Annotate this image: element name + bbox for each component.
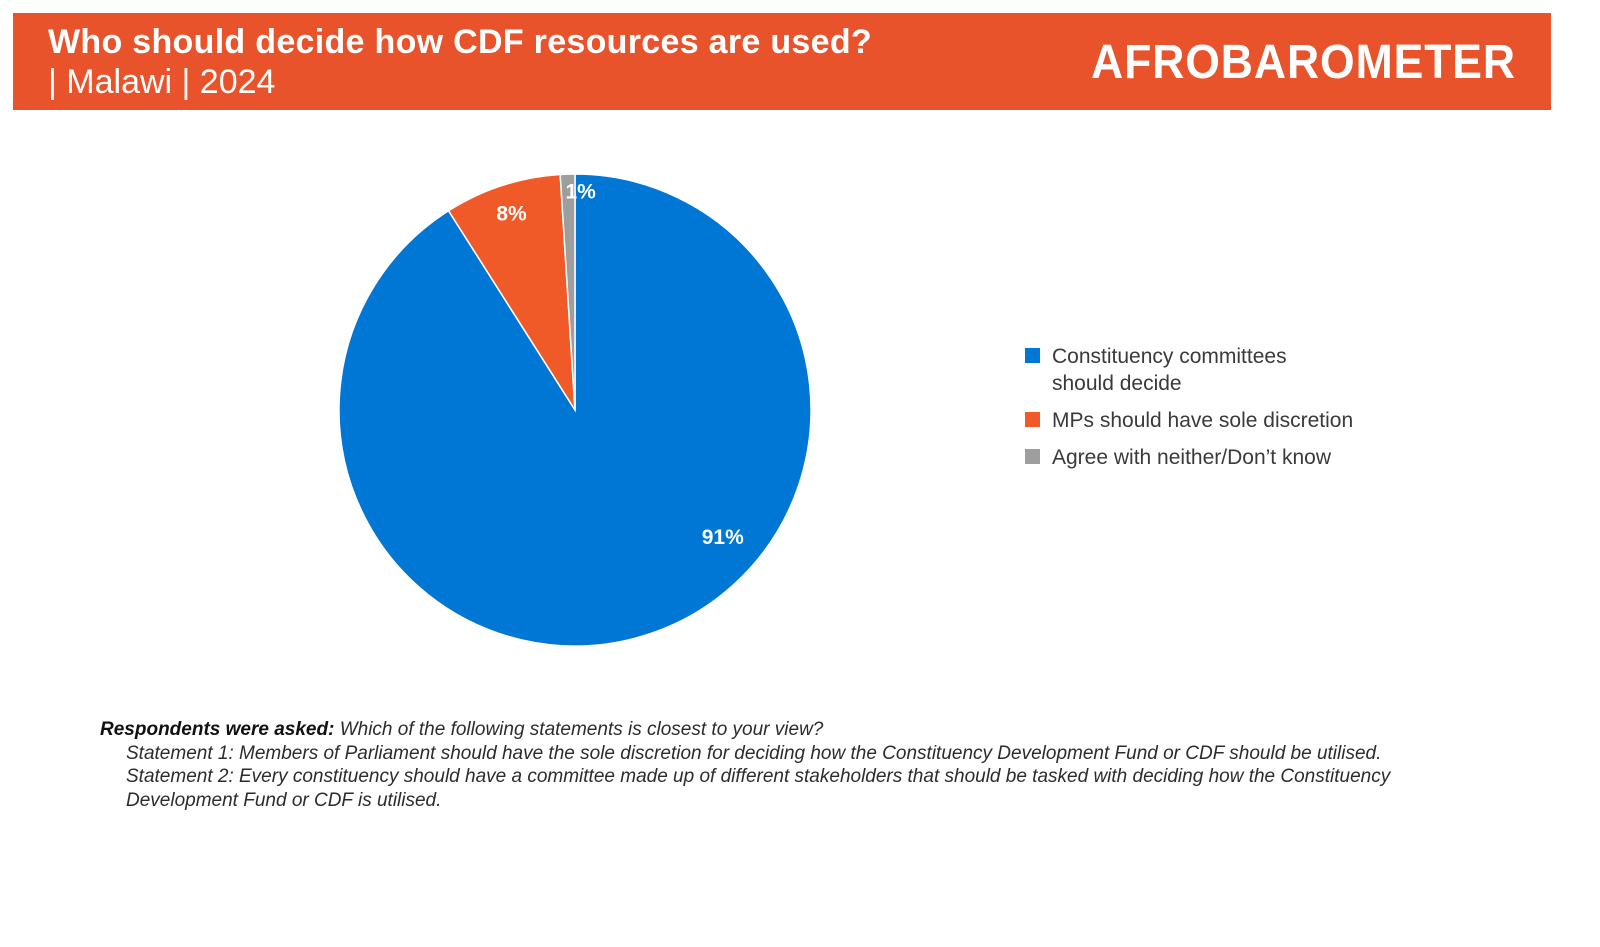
legend-label-mps: MPs should have sole discretion [1052, 409, 1354, 432]
svg-text:AFROBAROMETER: AFROBAROMETER [1091, 36, 1516, 89]
chart-subtitle: | Malawi | 2024 [48, 63, 276, 101]
legend-swatch-neither [1025, 449, 1040, 464]
pie-data-label-mps: 8% [496, 202, 527, 225]
pie-slice-neither [559, 173, 576, 411]
pie-chart-svg: 91% 8% 1% [338, 173, 812, 647]
statement-2: Statement 2: Every constituency should h… [126, 766, 1391, 811]
question-label: Respondents were asked: [100, 719, 335, 740]
pie-slice-mps [447, 173, 576, 411]
pie-data-label-committees: 91% [702, 526, 744, 549]
question-text: Which of the following statements is clo… [334, 719, 824, 740]
legend-item-mps: MPs should have sole discretion [1025, 407, 1445, 434]
legend-label-committees: Constituency committees should decide [1052, 345, 1287, 395]
chart-legend: Constituency committees should decide MP… [1025, 343, 1445, 481]
legend-swatch-mps [1025, 412, 1040, 427]
pie-chart: 91% 8% 1% [330, 165, 820, 655]
legend-swatch-committees [1025, 348, 1040, 363]
legend-label-neither: Agree with neither/Don’t know [1052, 446, 1331, 469]
afrobarometer-logo: AFROBAROMETER [1091, 33, 1521, 89]
logo-wordmark: AFROBAROMETER [1091, 36, 1516, 89]
chart-title: Who should decide how CDF resources are … [48, 23, 872, 61]
pie-data-label-neither: 1% [566, 181, 597, 204]
statement-1: Statement 1: Members of Parliament shoul… [126, 742, 1382, 764]
survey-question-note: Respondents were asked: Which of the fol… [100, 718, 1450, 812]
legend-item-committees: Constituency committees should decide [1025, 343, 1445, 397]
legend-item-neither: Agree with neither/Don’t know [1025, 444, 1445, 471]
header-banner: Who should decide how CDF resources are … [13, 13, 1551, 110]
